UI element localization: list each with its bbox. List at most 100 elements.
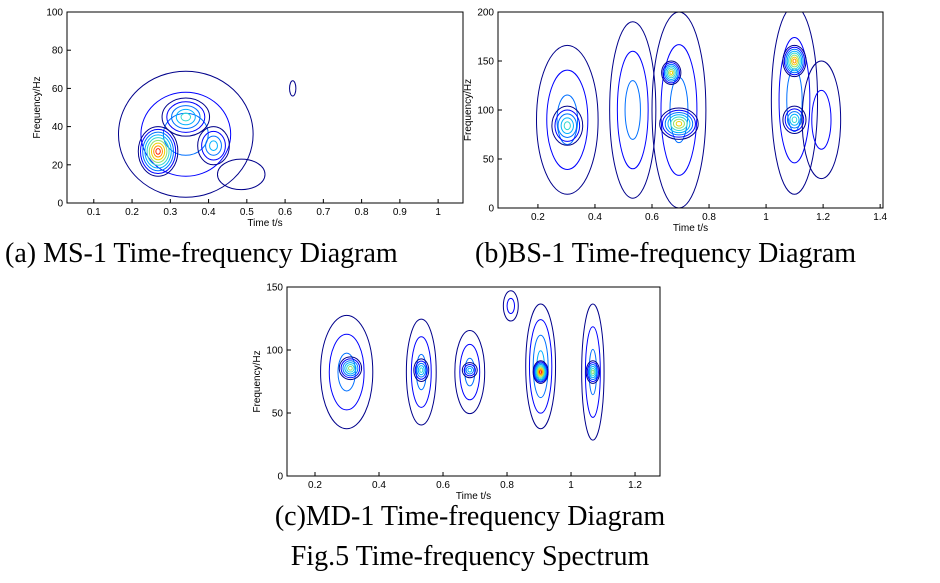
contour-plot: 0.1 0.2 0.3 0.4 0.5 0.6 0.7 0.8 0.9 1 0 20 40 60 80 100… [5,8,464,269]
x-tick-label: 0.6 [278,207,292,218]
x-tick-label: 0.9 [393,207,407,218]
contour-line [788,52,801,70]
contour-line [551,105,584,146]
y-tick-label: 150 [477,57,494,68]
y-tick-label: 0 [57,199,63,210]
contour-line [410,336,432,408]
contour-line [616,50,649,170]
contour-line [344,362,357,375]
contour-line [155,148,161,155]
contour-line [665,65,678,80]
x-tick-label: 0.8 [355,207,369,218]
contour-line [663,63,679,82]
contour-line [670,116,688,131]
contour-line [791,56,798,66]
contour-line [506,297,516,314]
figure-caption: Fig.5 Time-frequency Spectrum [291,541,650,572]
contour-line [556,94,579,146]
x-tick-label: 0.4 [372,480,386,491]
x-tick-label: 0.1 [87,207,101,218]
x-tick-label: 0.2 [125,207,139,218]
contour-line [201,130,226,161]
contour-line [584,326,601,418]
contour-line [342,360,359,377]
contour-line [590,367,596,377]
contour-line [153,145,163,158]
contour-line [786,50,803,72]
contour-plot: 0.2 0.4 0.6 0.8 1 1.2 1.4 0 50 100 150 200 Time t/s F… [463,8,888,270]
panel-caption: (c)MD-1 Time-frequency Diagram [275,501,666,532]
contour-line [563,121,571,131]
contour-line [667,114,691,134]
contour-line [589,365,597,379]
contour-line [161,97,211,137]
contour-line [216,158,266,191]
contour-line [416,362,427,378]
contour-line [348,365,353,371]
y-tick-label: 0 [277,472,283,483]
y-tick-label: 100 [46,8,63,19]
contour-line [537,367,544,377]
x-tick-label: 1 [568,480,574,491]
contour-line [560,117,574,135]
contour-line [142,131,174,172]
y-axis-label: Frequency/Hz [252,350,263,412]
contour-line [419,367,424,373]
contour-line [535,363,547,381]
contour-line [525,303,557,430]
x-tick-label: 0.8 [500,480,514,491]
contour-line [328,333,365,411]
contour-line [337,352,356,392]
contour-line [801,60,842,180]
contour-line [675,120,683,127]
contour-line [666,67,676,79]
contour-line [413,358,430,383]
contour-line [415,353,427,391]
contour-line [792,58,797,64]
y-tick-label: 50 [272,409,284,420]
x-axis-label: Time t/s [247,218,282,229]
x-tick-label: 1.2 [816,212,830,223]
contour-line [651,12,707,208]
x-tick-label: 0.7 [316,207,330,218]
contour-line [536,366,545,378]
contour-line [144,134,172,169]
x-tick-label: 1.2 [628,480,642,491]
contour-line [467,367,473,373]
contour-line [789,54,800,68]
contour-line [532,334,549,399]
contour-line [340,358,361,379]
contour-line [140,91,232,177]
contour-line [502,290,519,322]
contour-line [533,361,548,383]
contour-line [811,89,832,150]
contour-line [454,329,486,415]
contour-line [787,111,802,129]
contour-line [180,112,192,122]
contour-line [338,356,363,381]
x-tick-label: 0.2 [531,212,545,223]
contour-line [117,70,254,198]
contour-line [783,46,806,76]
contour-line [197,126,230,166]
contour-line [557,113,578,138]
contour-line [624,80,641,140]
contour-line [587,363,598,381]
contour-line [586,362,599,382]
contour-line [539,370,543,374]
contour-line [139,128,177,175]
contour-line [175,108,196,126]
axes-box [497,11,884,209]
y-tick-label: 50 [483,155,495,166]
contour-line [137,126,179,177]
contour-line [778,36,811,164]
contour-line [789,113,800,126]
contour-line [528,319,553,414]
contours [320,290,605,441]
contour-line [536,44,599,195]
x-tick-label: 1 [763,212,769,223]
contour-line [461,362,478,379]
contour-line [532,360,549,384]
contour-line [672,118,685,129]
x-tick-label: 0.4 [588,212,602,223]
